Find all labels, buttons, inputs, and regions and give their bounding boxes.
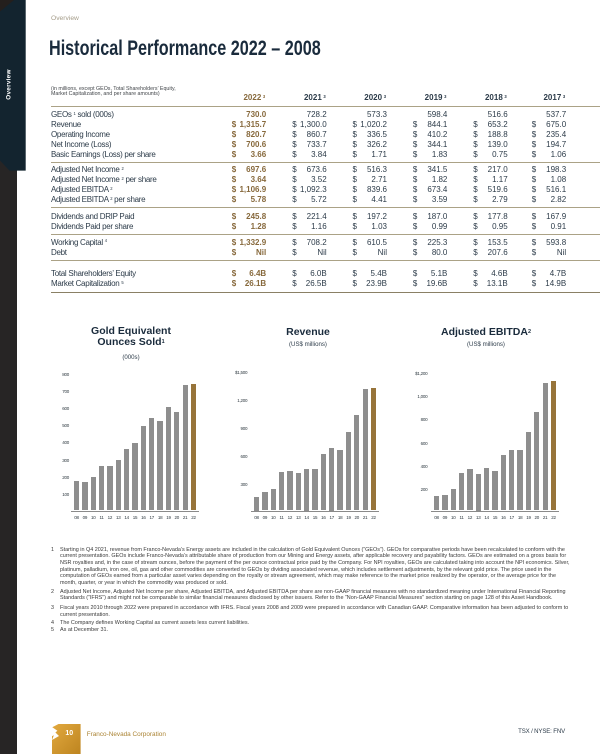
svg-text:10: 10 (65, 730, 73, 737)
